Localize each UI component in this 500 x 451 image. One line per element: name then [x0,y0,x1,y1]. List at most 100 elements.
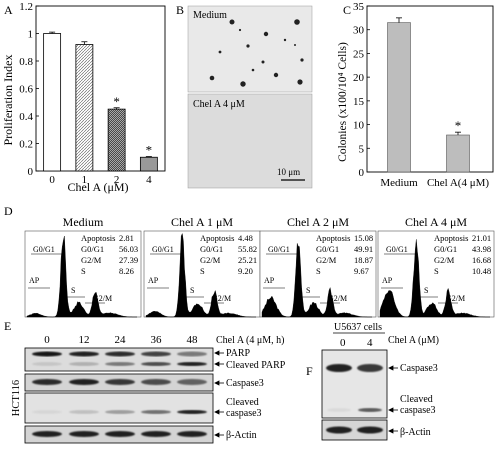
label-parp: PARP [226,348,251,359]
y-tick-label: 0.2 [19,139,33,151]
stat-label: G2/M [81,255,102,265]
blot-band [69,431,99,437]
time-label: 24 [115,334,127,346]
stat-value: 18.87 [354,255,373,265]
label-cleaved-parp: Cleaved PARP [226,360,286,371]
treatment-f: Chel A (μM) [388,335,439,346]
significance-star: * [455,118,462,133]
blot-band [105,410,135,414]
colony [273,72,279,78]
blot-band [357,426,383,434]
plot-frame [366,5,494,173]
cell-line-e: HCT116 [11,380,22,416]
blot-band [141,362,171,366]
y-tick-label: 30 [353,25,365,37]
gate-label-g0g1: G0/G1 [152,245,174,254]
blot-band [32,362,62,366]
stat-value: 2.81 [119,233,134,243]
stat-value: 10.48 [472,266,491,276]
gate-label-g2m: G2/M [446,294,465,303]
panel-a-xlabel: Chel A (μM) [67,180,128,194]
cell-line-f: U5637 cells [334,322,382,333]
colony [229,19,235,25]
blot-band [327,408,351,412]
blot-actin-f [321,419,388,441]
blot-band [141,379,171,385]
colony [297,79,303,85]
gate-label-g2m: G2/M [212,294,231,303]
stat-label: G0/G1 [81,244,104,254]
y-tick-label: 1 [28,29,34,41]
panel-a-bars: ** [43,31,158,172]
panel-f: F U5637 cells 0 4 Chel A (μM) Caspase3 C… [306,322,439,441]
blot-band [69,379,99,385]
colony [261,60,265,64]
y-tick-label: 0.6 [19,84,33,96]
y-tick-label: 0 [28,166,34,178]
time-label: 0 [44,334,50,346]
stat-label: G0/G1 [316,244,339,254]
blot-band [357,364,383,372]
bar [43,33,62,172]
micrograph-medium [187,5,313,93]
histogram-frame [377,230,495,318]
stat-label: G2/M [316,255,337,265]
colony [283,38,287,42]
colony [240,81,246,87]
blot-band [141,431,171,437]
stat-value: 8.26 [119,266,134,276]
blot-cleaved-caspase3 [24,392,214,424]
gate-label-ap: AP [382,276,393,285]
colony [218,50,222,54]
blot-band [177,410,207,414]
histogram-title: Medium [63,215,104,229]
stat-value: 16.68 [472,255,491,265]
y-tick-label: 0.8 [19,56,33,68]
histogram-frame [143,230,261,318]
stat-label: G2/M [434,255,455,265]
histogram-title: Chel A 2 μM [287,215,349,229]
histogram-frame [259,230,377,318]
gate-label-s: S [71,286,75,295]
label-caspase3-e: Caspase3 [226,378,264,389]
panel-b-letter: B [176,3,184,17]
stat-label: G2/M [200,255,221,265]
label-cleaved-b: caspase3 [226,408,262,419]
gate-label-g2m: G2/M [93,294,112,303]
time-label: 36 [151,334,163,346]
bar [387,22,411,173]
histogram-frame [24,230,142,318]
panel-c: C 0 5 10 15 20 25 30 35 Medium Chel A(4 μM) * Col… [337,1,494,189]
gate-label-ap: AP [29,276,40,285]
histogram-curve [26,235,137,318]
blot-band [32,379,62,385]
colony [263,31,269,37]
colony [300,58,304,62]
stat-label: Apoptosis [81,233,115,243]
gate-label-ap: AP [148,276,159,285]
y-tick-label: 5 [359,143,365,155]
blot-f [321,349,388,419]
blot-band [32,410,62,414]
blot-band [32,351,62,357]
panel-b: B Medium Chel A 4 μM 10 μm [176,3,313,189]
colony-dots [209,19,304,87]
y-tick-label: 25 [353,48,365,60]
bands-f [326,364,383,434]
treatment-e: Chel A (4 μM, h) [216,335,284,346]
time-labels: 0 12 24 36 48 [44,334,198,346]
gate-label-ap: AP [264,276,275,285]
panel-f-letter: F [306,364,313,378]
x-tick-label: Medium [380,177,418,189]
micrograph-chel-a-label: Chel A 4 μM [193,99,245,110]
histogram-curve [145,232,256,318]
blot-band [105,362,135,366]
bar [139,156,158,172]
stat-value: 9.67 [354,266,369,276]
y-tick-label: 35 [353,1,365,13]
gate-label-g0g1: G0/G1 [33,245,55,254]
x-tick-label: Chel A(4 μM) [427,177,489,189]
stat-value: 25.21 [238,255,257,265]
